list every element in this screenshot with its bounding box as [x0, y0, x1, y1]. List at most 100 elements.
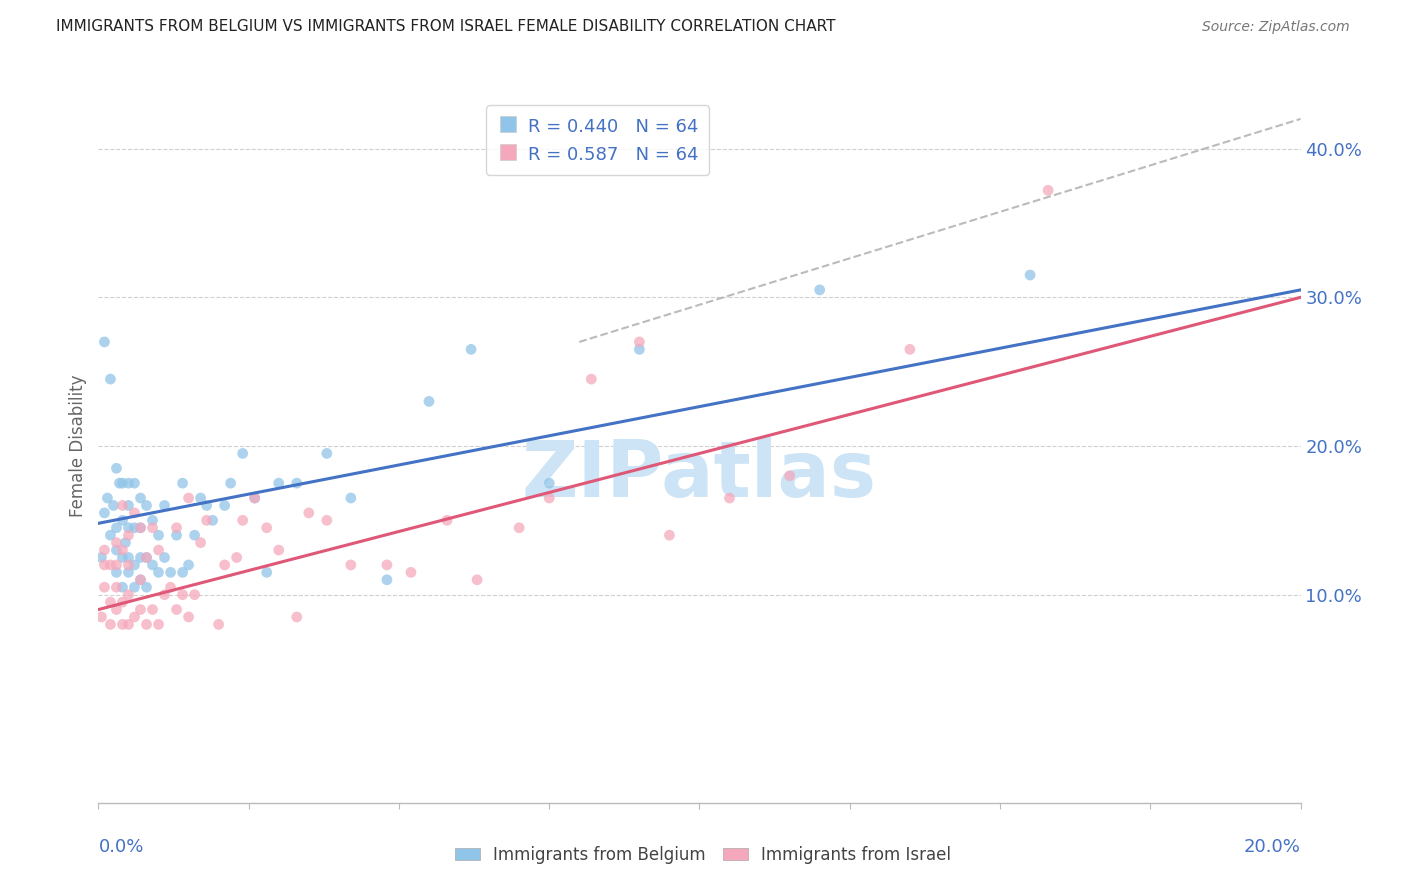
Point — [111, 543, 134, 558]
Point — [117, 558, 139, 572]
Point — [267, 476, 290, 491]
Point — [172, 588, 194, 602]
Point — [465, 573, 488, 587]
Point — [105, 602, 128, 616]
Point — [135, 550, 157, 565]
Point — [117, 521, 139, 535]
Point — [129, 573, 152, 587]
Point — [108, 476, 131, 491]
Point — [538, 491, 561, 505]
Point — [117, 499, 139, 513]
Point — [100, 595, 122, 609]
Point — [190, 491, 212, 505]
Point — [166, 521, 188, 535]
Point — [114, 535, 136, 549]
Point — [100, 558, 122, 572]
Point — [141, 521, 163, 535]
Point — [93, 334, 115, 349]
Point — [141, 513, 163, 527]
Point — [628, 343, 651, 357]
Point — [129, 521, 152, 535]
Text: Source: ZipAtlas.com: Source: ZipAtlas.com — [1202, 21, 1350, 34]
Point — [93, 558, 115, 572]
Text: ZIPatlas: ZIPatlas — [522, 436, 877, 513]
Point — [141, 558, 163, 572]
Point — [100, 617, 122, 632]
Point — [124, 521, 146, 535]
Point — [124, 610, 146, 624]
Text: 20.0%: 20.0% — [1244, 838, 1301, 855]
Point — [148, 543, 170, 558]
Point — [117, 528, 139, 542]
Point — [243, 491, 266, 505]
Point — [898, 343, 921, 357]
Point — [177, 491, 200, 505]
Point — [148, 566, 170, 580]
Point — [135, 499, 157, 513]
Point — [111, 550, 134, 565]
Point — [183, 528, 205, 542]
Point — [111, 513, 134, 527]
Legend: Immigrants from Belgium, Immigrants from Israel: Immigrants from Belgium, Immigrants from… — [449, 839, 957, 871]
Point — [124, 506, 146, 520]
Point — [225, 550, 247, 565]
Point — [172, 476, 194, 491]
Legend: R = 0.440   N = 64, R = 0.587   N = 64: R = 0.440 N = 64, R = 0.587 N = 64 — [486, 105, 709, 175]
Point — [177, 610, 200, 624]
Point — [124, 580, 146, 594]
Point — [340, 491, 363, 505]
Point — [166, 528, 188, 542]
Point — [658, 528, 681, 542]
Point — [105, 535, 128, 549]
Point — [285, 476, 308, 491]
Point — [105, 580, 128, 594]
Point — [172, 566, 194, 580]
Point — [219, 476, 242, 491]
Point — [111, 476, 134, 491]
Point — [153, 550, 176, 565]
Point — [208, 617, 231, 632]
Point — [129, 550, 152, 565]
Point — [315, 513, 337, 527]
Point — [117, 550, 139, 565]
Point — [190, 535, 212, 549]
Point — [135, 550, 157, 565]
Point — [129, 573, 152, 587]
Y-axis label: Female Disability: Female Disability — [69, 375, 87, 517]
Point — [111, 580, 134, 594]
Point — [117, 588, 139, 602]
Point — [124, 476, 146, 491]
Point — [159, 566, 181, 580]
Point — [153, 588, 176, 602]
Point — [129, 521, 152, 535]
Point — [166, 602, 188, 616]
Point — [124, 558, 146, 572]
Point — [436, 513, 458, 527]
Point — [214, 499, 236, 513]
Point — [375, 573, 398, 587]
Point — [111, 499, 134, 513]
Point — [195, 513, 218, 527]
Point — [256, 521, 278, 535]
Point — [100, 528, 122, 542]
Point — [90, 610, 112, 624]
Point — [141, 602, 163, 616]
Point — [183, 588, 205, 602]
Point — [105, 558, 128, 572]
Point — [298, 506, 321, 520]
Point — [340, 558, 363, 572]
Point — [243, 491, 266, 505]
Point — [256, 566, 278, 580]
Point — [718, 491, 741, 505]
Point — [117, 617, 139, 632]
Point — [267, 543, 290, 558]
Point — [195, 499, 218, 513]
Point — [148, 617, 170, 632]
Point — [117, 566, 139, 580]
Point — [779, 468, 801, 483]
Point — [105, 566, 128, 580]
Point — [1036, 183, 1059, 197]
Point — [105, 521, 128, 535]
Point — [201, 513, 224, 527]
Point — [100, 372, 122, 386]
